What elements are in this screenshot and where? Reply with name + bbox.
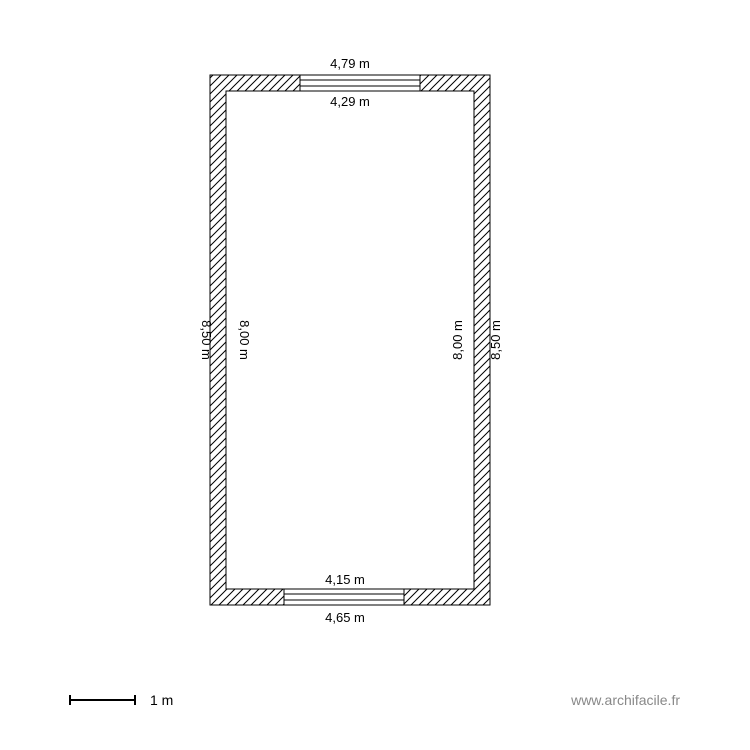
top-window <box>300 75 420 91</box>
dim-outer-left: 8,50 m <box>199 320 214 360</box>
dim-inner-right: 8,00 m <box>450 320 465 360</box>
dim-outer-right: 8,50 m <box>488 320 503 360</box>
dim-inner-top: 4,29 m <box>330 94 370 109</box>
dim-outer-top: 4,79 m <box>330 56 370 71</box>
bottom-window <box>284 589 404 605</box>
scale-label: 1 m <box>150 692 173 708</box>
dim-inner-left: 8,00 m <box>237 320 252 360</box>
dim-outer-bottom: 4,65 m <box>325 610 365 625</box>
scale-bar: 1 m <box>70 692 173 708</box>
dim-inner-bottom: 4,15 m <box>325 572 365 587</box>
watermark: www.archifacile.fr <box>570 692 680 708</box>
